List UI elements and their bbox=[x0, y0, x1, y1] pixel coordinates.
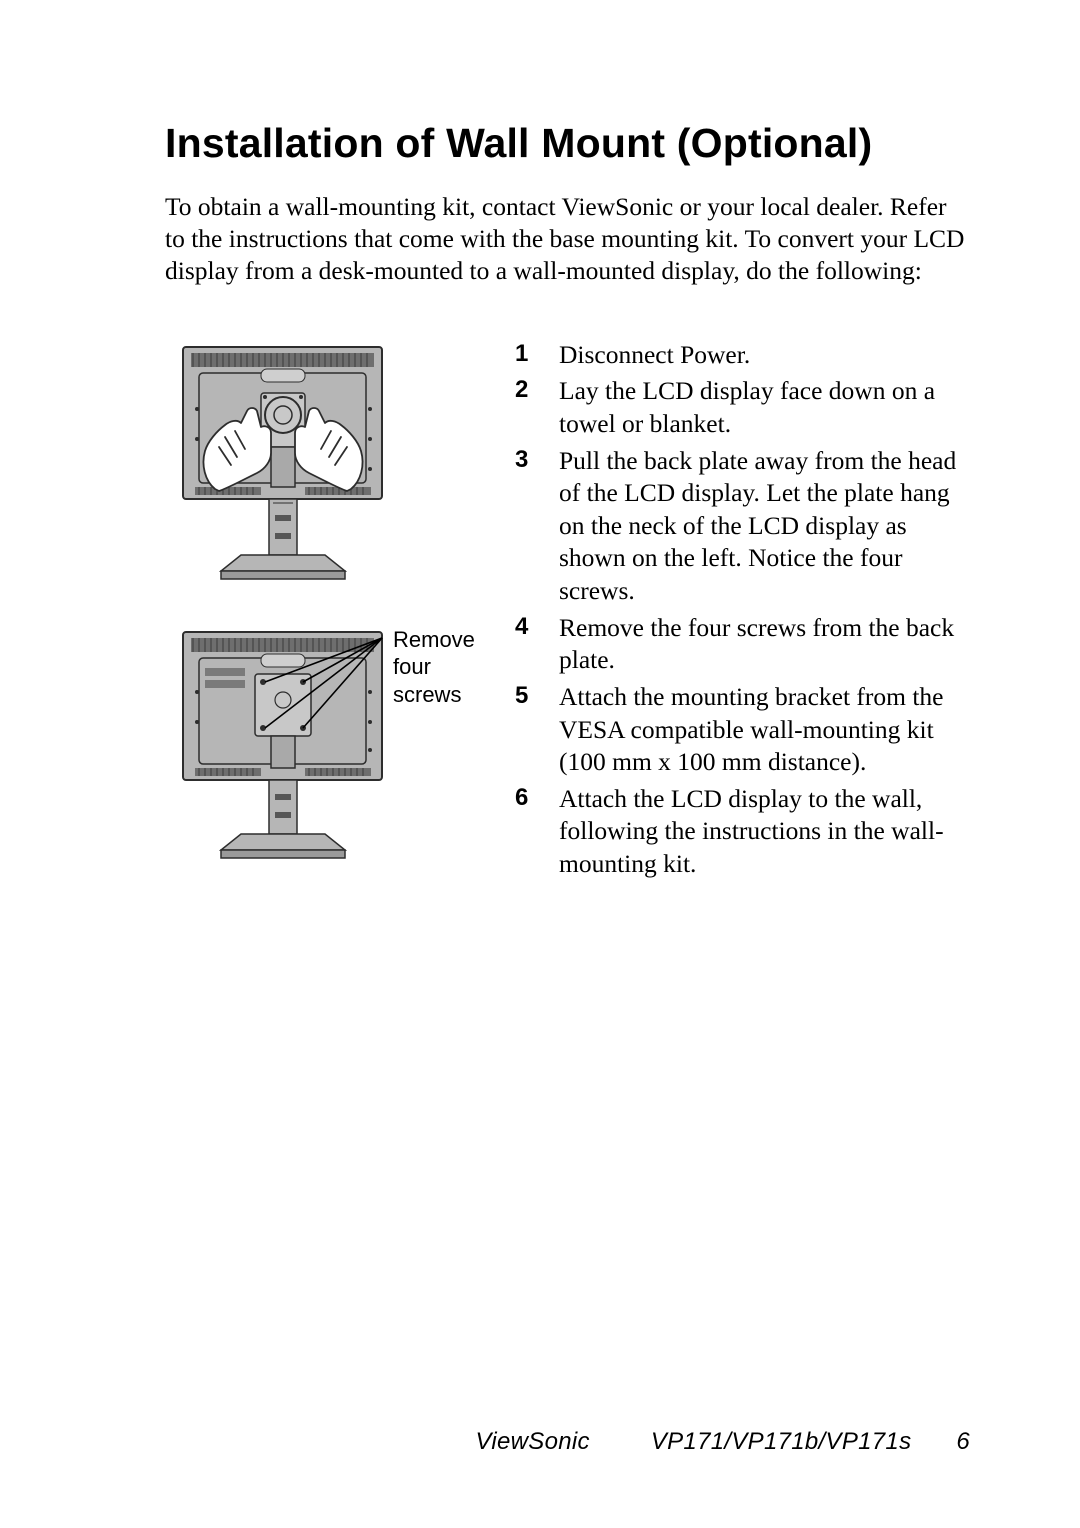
step-item: Attach the LCD display to the wall, foll… bbox=[515, 783, 970, 881]
footer-model: VP171/VP171b/VP171s bbox=[651, 1428, 912, 1455]
footer-page-number: 6 bbox=[956, 1428, 970, 1455]
step-item: Attach the mounting bracket from the VES… bbox=[515, 681, 970, 779]
figure-remove-screws: Remove four screws bbox=[175, 624, 495, 864]
step-item: Lay the LCD display face down on a towel… bbox=[515, 375, 970, 440]
step-item: Remove the four screws from the back pla… bbox=[515, 612, 970, 677]
figure-back-plate-hands bbox=[175, 339, 495, 584]
intro-paragraph: To obtain a wall-mounting kit, contact V… bbox=[165, 191, 970, 287]
figure-caption: Remove four screws bbox=[393, 626, 493, 709]
steps-list: Disconnect Power. Lay the LCD display fa… bbox=[515, 339, 970, 881]
page-footer: ViewSonic VP171/VP171b/VP171s 6 bbox=[476, 1428, 970, 1456]
step-item: Disconnect Power. bbox=[515, 339, 970, 372]
footer-brand: ViewSonic bbox=[476, 1428, 590, 1455]
step-item: Pull the back plate away from the head o… bbox=[515, 445, 970, 608]
page-title: Installation of Wall Mount (Optional) bbox=[165, 120, 970, 167]
